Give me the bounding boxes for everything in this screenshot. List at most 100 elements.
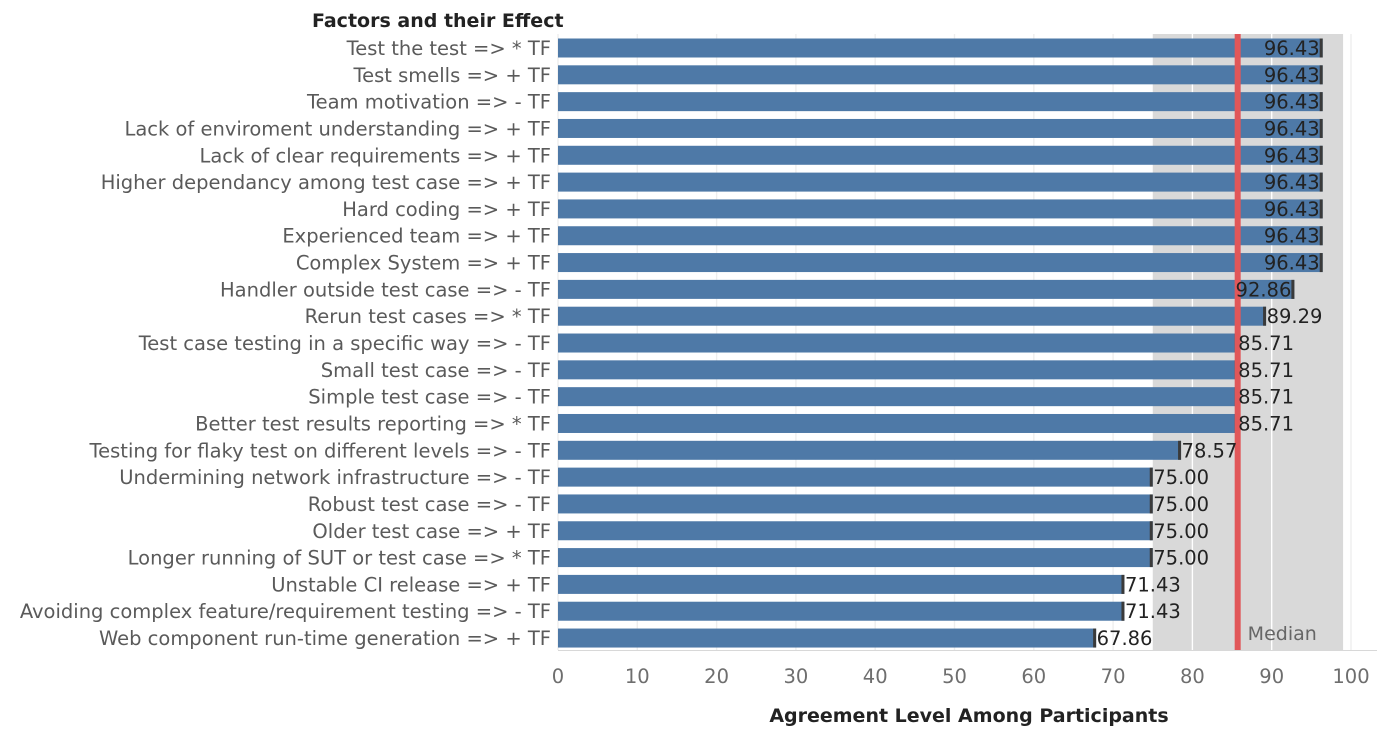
category-label-12: Small test case => - TF — [321, 359, 551, 382]
bar-10 — [558, 306, 1267, 326]
value-label-3: 96.43 — [1264, 117, 1320, 140]
bar-end-mark-6 — [1319, 199, 1323, 219]
category-label-5: Higher dependancy among test case => + T… — [101, 171, 551, 194]
category-label-16: Undermining network infrastructure => - … — [119, 466, 551, 489]
bar-end-mark-1 — [1319, 65, 1323, 85]
category-label-15: Testing for flaky test on different leve… — [89, 439, 551, 462]
x-tick-label-10: 10 — [625, 665, 650, 688]
x-tick-label-30: 30 — [783, 665, 808, 688]
category-label-1: Test smells => + TF — [353, 64, 552, 87]
bar-end-mark-15 — [1178, 440, 1182, 460]
x-tick-label-70: 70 — [1101, 665, 1126, 688]
category-label-6: Hard coding => + TF — [342, 198, 551, 221]
bar-22 — [558, 628, 1097, 648]
median-line — [1234, 34, 1241, 650]
value-label-21: 71.43 — [1125, 600, 1181, 623]
bar-14 — [558, 413, 1238, 433]
bar-end-mark-20 — [1121, 574, 1125, 594]
category-label-0: Test the test => * TF — [346, 37, 551, 60]
x-tick-label-80: 80 — [1180, 665, 1205, 688]
value-label-1: 96.43 — [1264, 64, 1320, 87]
category-label-11: Test case testing in a specific way => -… — [138, 332, 551, 355]
bar-19 — [558, 548, 1153, 568]
x-tick-label-50: 50 — [942, 665, 967, 688]
value-label-15: 78.57 — [1182, 439, 1238, 462]
bar-end-mark-19 — [1149, 548, 1153, 568]
bar-7 — [558, 226, 1323, 246]
x-axis: 0 10 20 30 40 50 60 70 80 90 100 — [552, 650, 1377, 688]
x-tick-label-100: 100 — [1332, 665, 1369, 688]
bar-1 — [558, 65, 1323, 85]
x-tick-label-60: 60 — [1021, 665, 1046, 688]
bar-end-mark-8 — [1319, 253, 1323, 273]
bar-end-mark-17 — [1149, 494, 1153, 514]
value-label-9: 92.86 — [1236, 278, 1292, 301]
value-label-10: 89.29 — [1267, 305, 1323, 328]
value-label-7: 96.43 — [1264, 225, 1320, 248]
bar-3 — [558, 118, 1323, 138]
value-label-14: 85.71 — [1238, 412, 1294, 435]
bar-5 — [558, 172, 1323, 192]
value-label-2: 96.43 — [1264, 91, 1320, 114]
bar-end-mark-16 — [1149, 467, 1153, 487]
category-label-22: Web component run-time generation => + T… — [99, 627, 551, 650]
bar-end-mark-7 — [1319, 226, 1323, 246]
value-label-19: 75.00 — [1153, 547, 1209, 570]
value-label-20: 71.43 — [1125, 573, 1181, 596]
bar-8 — [558, 253, 1323, 273]
bar-12 — [558, 360, 1238, 380]
bar-20 — [558, 574, 1125, 594]
category-label-10: Rerun test cases => * TF — [305, 305, 551, 328]
category-label-14: Better test results reporting => * TF — [195, 412, 551, 435]
x-tick-label-0: 0 — [552, 665, 564, 688]
bar-end-mark-18 — [1149, 521, 1153, 541]
bar-4 — [558, 145, 1323, 165]
value-label-12: 85.71 — [1238, 359, 1294, 382]
bars-layer — [558, 38, 1323, 648]
bar-end-mark-21 — [1121, 601, 1125, 621]
value-label-13: 85.71 — [1238, 386, 1294, 409]
bar-11 — [558, 333, 1238, 353]
category-label-8: Complex System => + TF — [296, 252, 551, 275]
category-label-17: Robust test case => - TF — [308, 493, 551, 516]
category-label-4: Lack of clear requirements => + TF — [199, 144, 551, 167]
value-label-8: 96.43 — [1264, 252, 1320, 275]
category-label-3: Lack of enviroment understanding => + TF — [124, 117, 551, 140]
bar-end-mark-2 — [1319, 92, 1323, 112]
category-label-21: Avoiding complex feature/requirement tes… — [20, 600, 551, 623]
x-tick-label-20: 20 — [704, 665, 729, 688]
x-axis-title: Agreement Level Among Participants — [769, 705, 1168, 727]
category-label-18: Older test case => + TF — [312, 520, 551, 543]
category-label-2: Team motivation => - TF — [306, 91, 551, 114]
bar-15 — [558, 440, 1182, 460]
category-label-7: Experienced team => + TF — [282, 225, 551, 248]
category-label-19: Longer running of SUT or test case => * … — [128, 547, 551, 570]
value-label-16: 75.00 — [1153, 466, 1209, 489]
x-tick-label-40: 40 — [863, 665, 888, 688]
category-label-20: Unstable CI release => + TF — [271, 573, 551, 596]
value-label-4: 96.43 — [1264, 144, 1320, 167]
category-label-13: Simple test case => - TF — [308, 386, 551, 409]
bar-16 — [558, 467, 1153, 487]
median-label: Median — [1248, 623, 1317, 645]
bar-9 — [558, 279, 1295, 299]
value-label-6: 96.43 — [1264, 198, 1320, 221]
bar-18 — [558, 521, 1153, 541]
median-layer: Median — [1234, 34, 1317, 650]
value-label-11: 85.71 — [1238, 332, 1294, 355]
category-label-9: Handler outside test case => - TF — [220, 278, 551, 301]
bar-13 — [558, 387, 1238, 407]
bar-end-mark-9 — [1291, 279, 1295, 299]
value-label-18: 75.00 — [1153, 520, 1209, 543]
bar-21 — [558, 601, 1125, 621]
bar-end-mark-0 — [1319, 38, 1323, 58]
bar-17 — [558, 494, 1153, 514]
bar-end-mark-10 — [1263, 306, 1267, 326]
bar-end-mark-4 — [1319, 145, 1323, 165]
x-tick-label-90: 90 — [1259, 665, 1284, 688]
bar-end-mark-5 — [1319, 172, 1323, 192]
labels-layer: Test the test => * TF 96.43 Test smells =>… — [20, 37, 1323, 650]
row-header: Factors and their Effect — [312, 10, 564, 32]
value-label-17: 75.00 — [1153, 493, 1209, 516]
